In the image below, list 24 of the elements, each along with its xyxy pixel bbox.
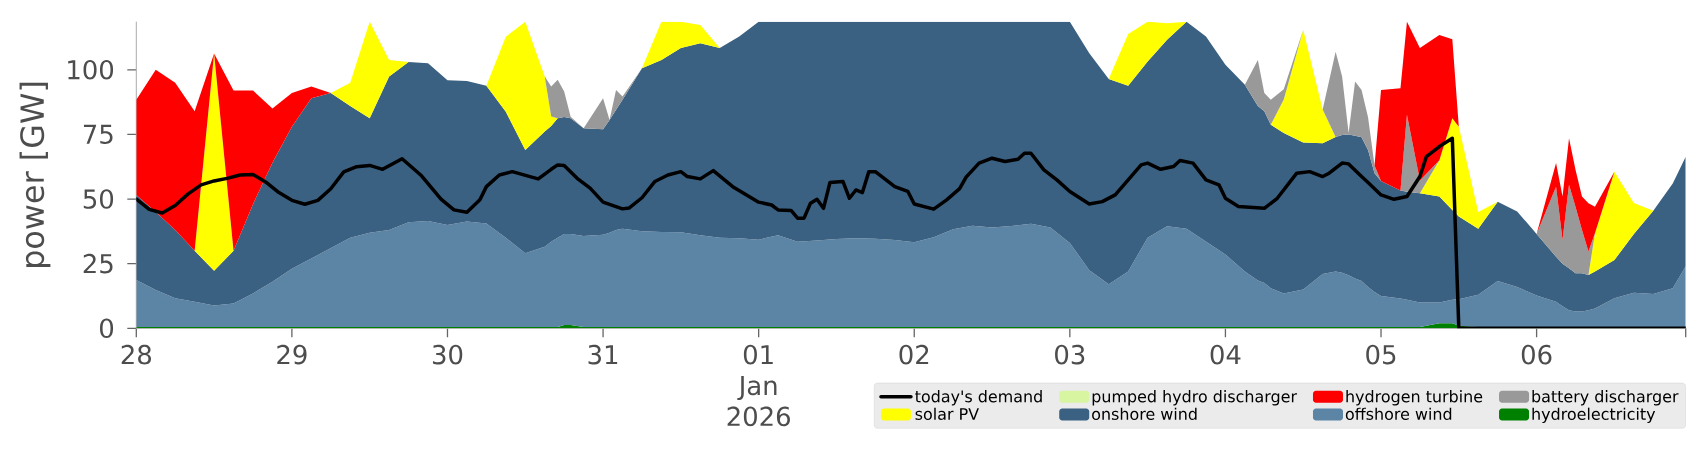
legend-label: onshore wind: [1092, 407, 1197, 420]
x-tick-label: 06: [1521, 344, 1552, 365]
x-tick-label: 04: [1210, 344, 1241, 365]
legend-label: today's demand: [915, 390, 1042, 406]
x-tick-label: 29: [277, 344, 307, 365]
x-tick-label: 28: [121, 344, 152, 365]
x-tick-label: 31: [588, 344, 618, 365]
y-axis-title: power [GW]: [19, 82, 51, 267]
y-tick-label: 100: [68, 59, 114, 80]
y-tick-label: 25: [83, 253, 113, 274]
legend-label: pumped hydro discharger: [1092, 390, 1298, 406]
y-tick-label: 50: [83, 189, 114, 209]
x-tick-label: 02: [899, 344, 929, 365]
x-tick-label: 30: [432, 344, 463, 365]
legend-label: battery discharger: [1532, 390, 1679, 406]
x-tick-label: 05: [1366, 344, 1396, 365]
legend-label: hydroelectricity: [1532, 407, 1656, 424]
legend-label: hydrogen turbine: [1346, 390, 1483, 406]
legend-label: offshore wind: [1345, 407, 1452, 420]
x-tick-label: 03: [1055, 344, 1085, 365]
y-tick-label: 75: [83, 124, 113, 145]
legend-label: solar PV: [915, 407, 979, 420]
y-tick-label: 0: [100, 318, 114, 339]
x-tick-label: 01 Jan 2026: [727, 344, 790, 427]
